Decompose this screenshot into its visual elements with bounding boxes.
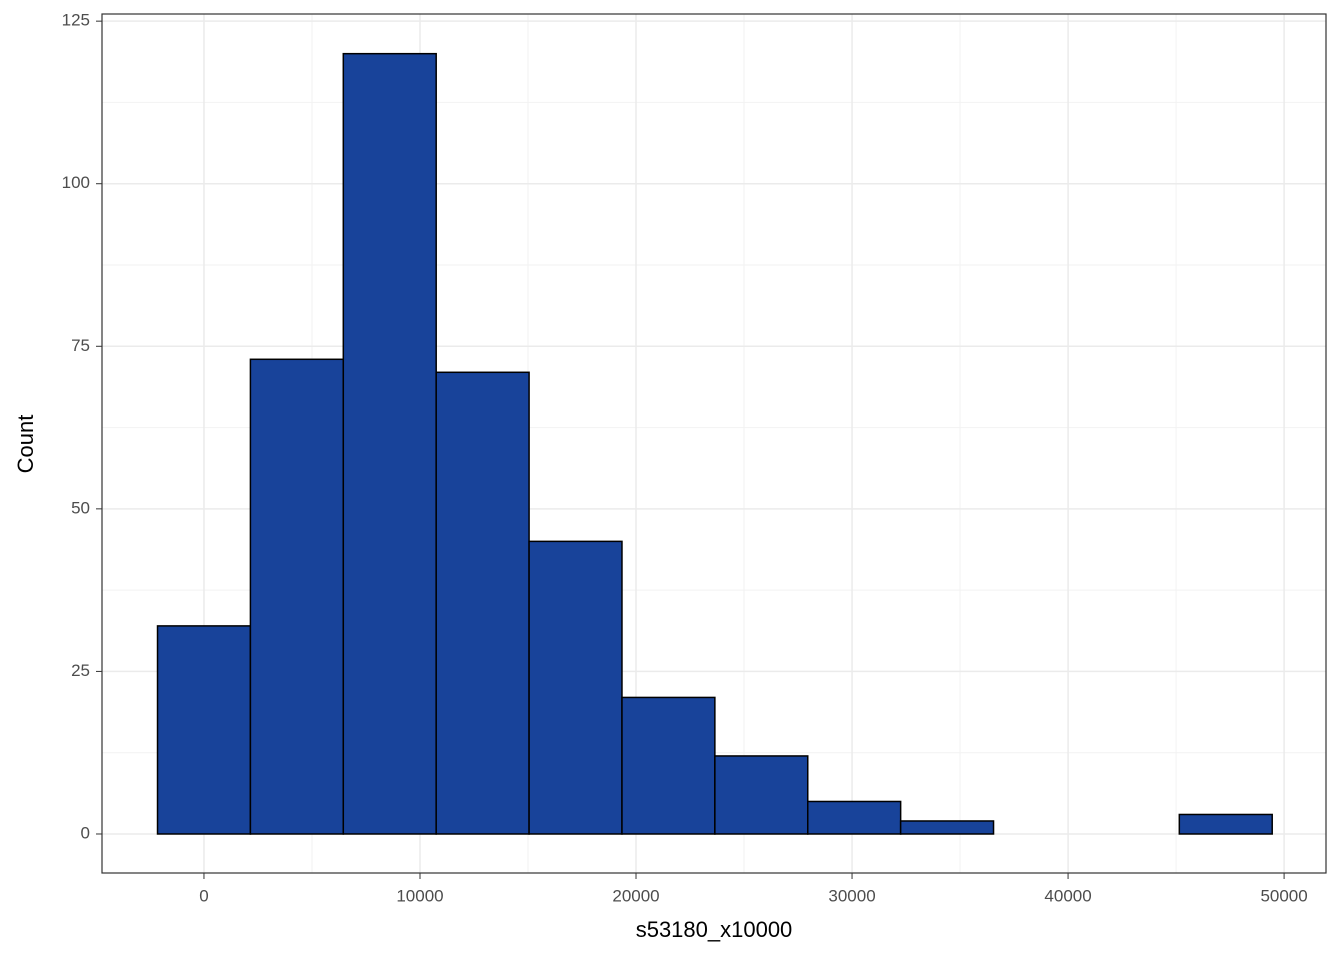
x-tick-label: 20000 (612, 886, 659, 905)
bar (1178, 813, 1273, 835)
y-tick-label: 0 (81, 823, 90, 842)
bar (621, 696, 716, 835)
y-tick-label: 25 (71, 661, 90, 680)
x-tick-label: 40000 (1044, 886, 1091, 905)
bar (342, 52, 437, 835)
y-tick-label: 75 (71, 336, 90, 355)
y-tick-label: 50 (71, 498, 90, 517)
bar (156, 625, 252, 835)
bar (714, 755, 809, 835)
x-tick-label: 30000 (828, 886, 875, 905)
bar (807, 800, 902, 835)
x-tick-label: 10000 (396, 886, 443, 905)
bar (528, 540, 623, 835)
x-tick-label: 50000 (1260, 886, 1307, 905)
x-axis-label: s53180_x10000 (636, 917, 793, 942)
panel-border (101, 13, 1327, 874)
y-axis-label: Count (13, 415, 38, 474)
bar (435, 371, 530, 835)
y-tick-label: 100 (62, 173, 90, 192)
x-tick-label: 0 (199, 886, 208, 905)
y-tick-label: 125 (62, 11, 90, 30)
bar (899, 820, 995, 835)
bar (249, 358, 345, 835)
